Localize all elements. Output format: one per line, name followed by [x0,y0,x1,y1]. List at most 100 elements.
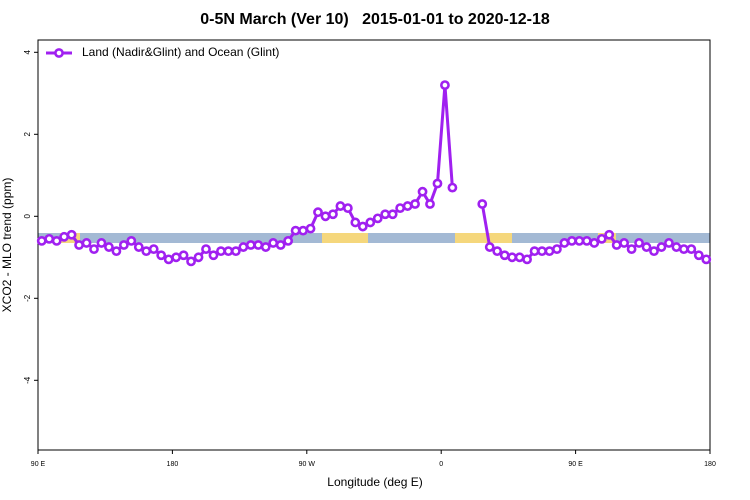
point [305,223,316,234]
point [514,252,525,263]
point [230,246,241,257]
point [44,233,55,244]
point [283,235,294,246]
point [656,242,667,252]
point [432,178,443,189]
point [701,254,712,265]
point [81,238,92,248]
point [492,246,503,257]
point [664,238,674,248]
point [649,246,659,257]
point [596,233,607,244]
x-tick-label: 90 W [299,461,316,468]
point [156,250,167,261]
point [96,238,107,248]
point [671,242,682,252]
point [477,199,488,209]
strip-ocean [38,233,710,243]
point [566,235,577,246]
point [208,250,219,261]
y-tick-label: 2 [23,132,32,137]
point [245,240,256,250]
point [634,238,644,248]
point [552,244,562,254]
point [581,235,592,246]
point [320,211,331,222]
y-tick-label: 4 [23,50,32,55]
point [693,250,704,261]
point [328,209,338,220]
strip-land [322,233,368,243]
point [260,242,271,252]
point [133,242,144,252]
point [253,240,264,250]
x-axis-label: Longitude (deg E) [327,475,422,489]
point [148,244,159,254]
x-tick-label: 90 E [31,461,46,468]
point [313,207,323,218]
point [74,240,84,250]
x-tick-label: 0 [439,461,443,468]
point [51,235,62,246]
point [268,238,279,248]
point [641,242,652,252]
point [342,203,353,213]
point [499,250,510,261]
legend-label: Land (Nadir&Glint) and Ocean (Glint) [82,45,279,59]
point [395,203,406,213]
point [678,244,689,254]
y-tick-label: 0 [23,214,32,219]
point [141,246,152,257]
point [402,201,413,211]
point [544,246,555,257]
plot-frame [37,39,711,451]
point [559,238,570,248]
point [619,238,630,248]
point [163,254,174,265]
point [104,242,114,252]
point [522,254,532,265]
x-tick-label: 180 [704,461,716,468]
point [290,225,301,236]
y-tick-label: -2 [23,294,32,302]
point [126,235,137,246]
point [171,252,182,263]
point [298,225,308,236]
point [111,246,122,257]
point [372,213,383,224]
point [178,250,189,261]
point [410,199,420,209]
point [447,182,458,193]
y-tick-label: -4 [23,376,32,384]
point [626,244,637,254]
point [380,209,391,220]
point [604,229,615,240]
point [89,244,99,254]
point [201,244,211,254]
point [193,252,204,263]
chart-title: 0-5N March (Ver 10) 2015-01-01 to 2020-1… [200,11,550,28]
x-tick-label: 90 E [568,461,583,468]
point [275,240,286,250]
point [357,221,368,232]
point [507,252,518,263]
y-axis-label: XCO2 - MLO trend (ppm) [0,178,14,313]
point [350,217,361,228]
x-tick-label: 180 [167,461,179,468]
legend-marker [54,48,64,58]
point [216,246,226,257]
strip-land [455,233,512,243]
point [537,246,547,257]
point [238,242,249,252]
point [440,80,450,90]
point [529,246,540,257]
point [36,235,47,246]
point [66,229,77,240]
point [387,209,398,220]
point [686,244,697,254]
point [417,186,428,197]
point [611,240,622,250]
point [335,201,346,211]
point [425,199,435,209]
